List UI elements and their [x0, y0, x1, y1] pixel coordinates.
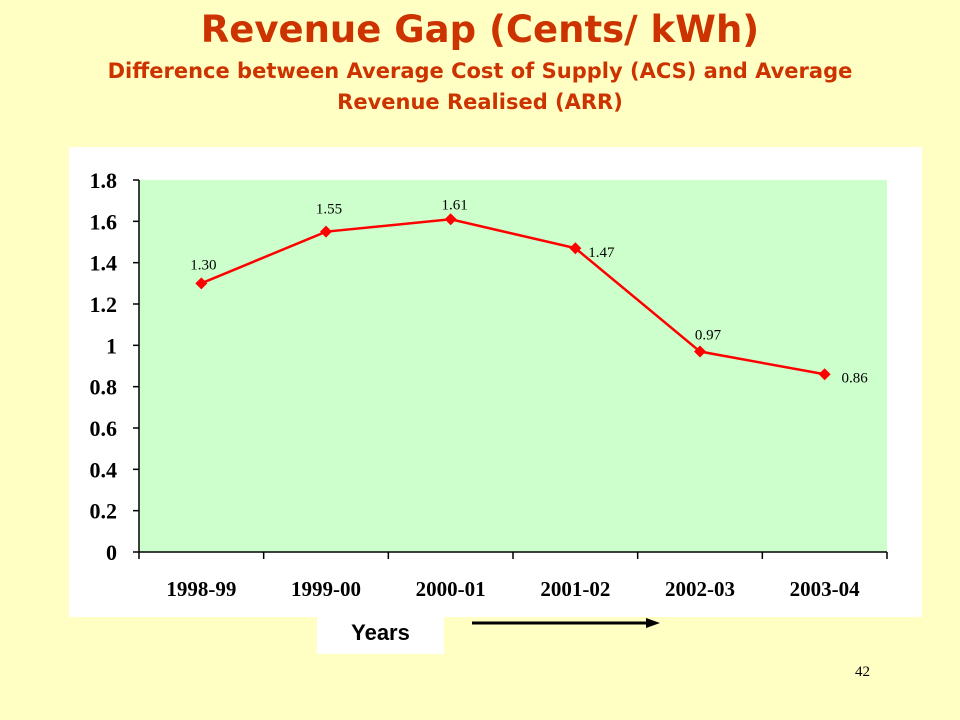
revenue-gap-chart: 0 0.2 0.4 0.6 0.8 1 1.2 1.4 1.6 1.8 1998-99 1999-00…	[90, 168, 888, 601]
data-point-marker	[195, 277, 208, 290]
y-tick-label: 0	[106, 540, 117, 565]
y-tick-label: 0.4	[90, 457, 118, 482]
page-number: 42	[855, 664, 870, 680]
y-tick-label: 0.8	[90, 375, 118, 400]
y-tick-label: 0.2	[90, 499, 118, 524]
x-tick-label: 1998-99	[166, 577, 236, 601]
data-label: 1.61	[442, 197, 468, 213]
y-tick-label: 0.6	[90, 416, 118, 441]
chart-panel: 0 0.2 0.4 0.6 0.8 1 1.2 1.4 1.6 1.8 1998-99 1999-00…	[69, 147, 922, 617]
data-label: 1.30	[190, 257, 216, 273]
data-point-marker	[818, 368, 831, 381]
chart-title: Revenue Gap (Cents/ kWh)	[200, 8, 760, 51]
x-tick-label: 2001-02	[540, 577, 610, 601]
x-tick-label: 1999-00	[291, 577, 361, 601]
plot-area	[139, 180, 887, 552]
y-tick-label: 1	[106, 333, 117, 358]
data-label: 1.47	[588, 245, 615, 261]
x-axis-title: Years	[351, 620, 410, 645]
chart-subtitle: Difference between Average Cost of Suppl…	[107, 59, 853, 114]
x-axis-title-box: Years	[317, 606, 444, 654]
data-point-marker	[694, 345, 706, 358]
data-label: 1.55	[316, 202, 342, 218]
right-arrow-icon	[472, 618, 660, 628]
data-point-marker	[444, 213, 457, 226]
series-line	[200, 218, 825, 376]
x-tick-label: 2000-01	[416, 577, 486, 601]
data-point-marker	[320, 225, 332, 238]
x-tick-label: 2002-03	[665, 577, 735, 601]
data-point-marker	[569, 242, 582, 255]
y-tick-label: 1.4	[90, 251, 118, 276]
data-label: 0.97	[695, 328, 722, 344]
y-tick-label: 1.8	[90, 168, 118, 193]
data-label: 0.86	[842, 370, 869, 386]
x-tick-label: 2003-04	[790, 577, 860, 601]
y-tick-label: 1.6	[90, 209, 118, 234]
y-tick-label: 1.2	[90, 292, 118, 317]
